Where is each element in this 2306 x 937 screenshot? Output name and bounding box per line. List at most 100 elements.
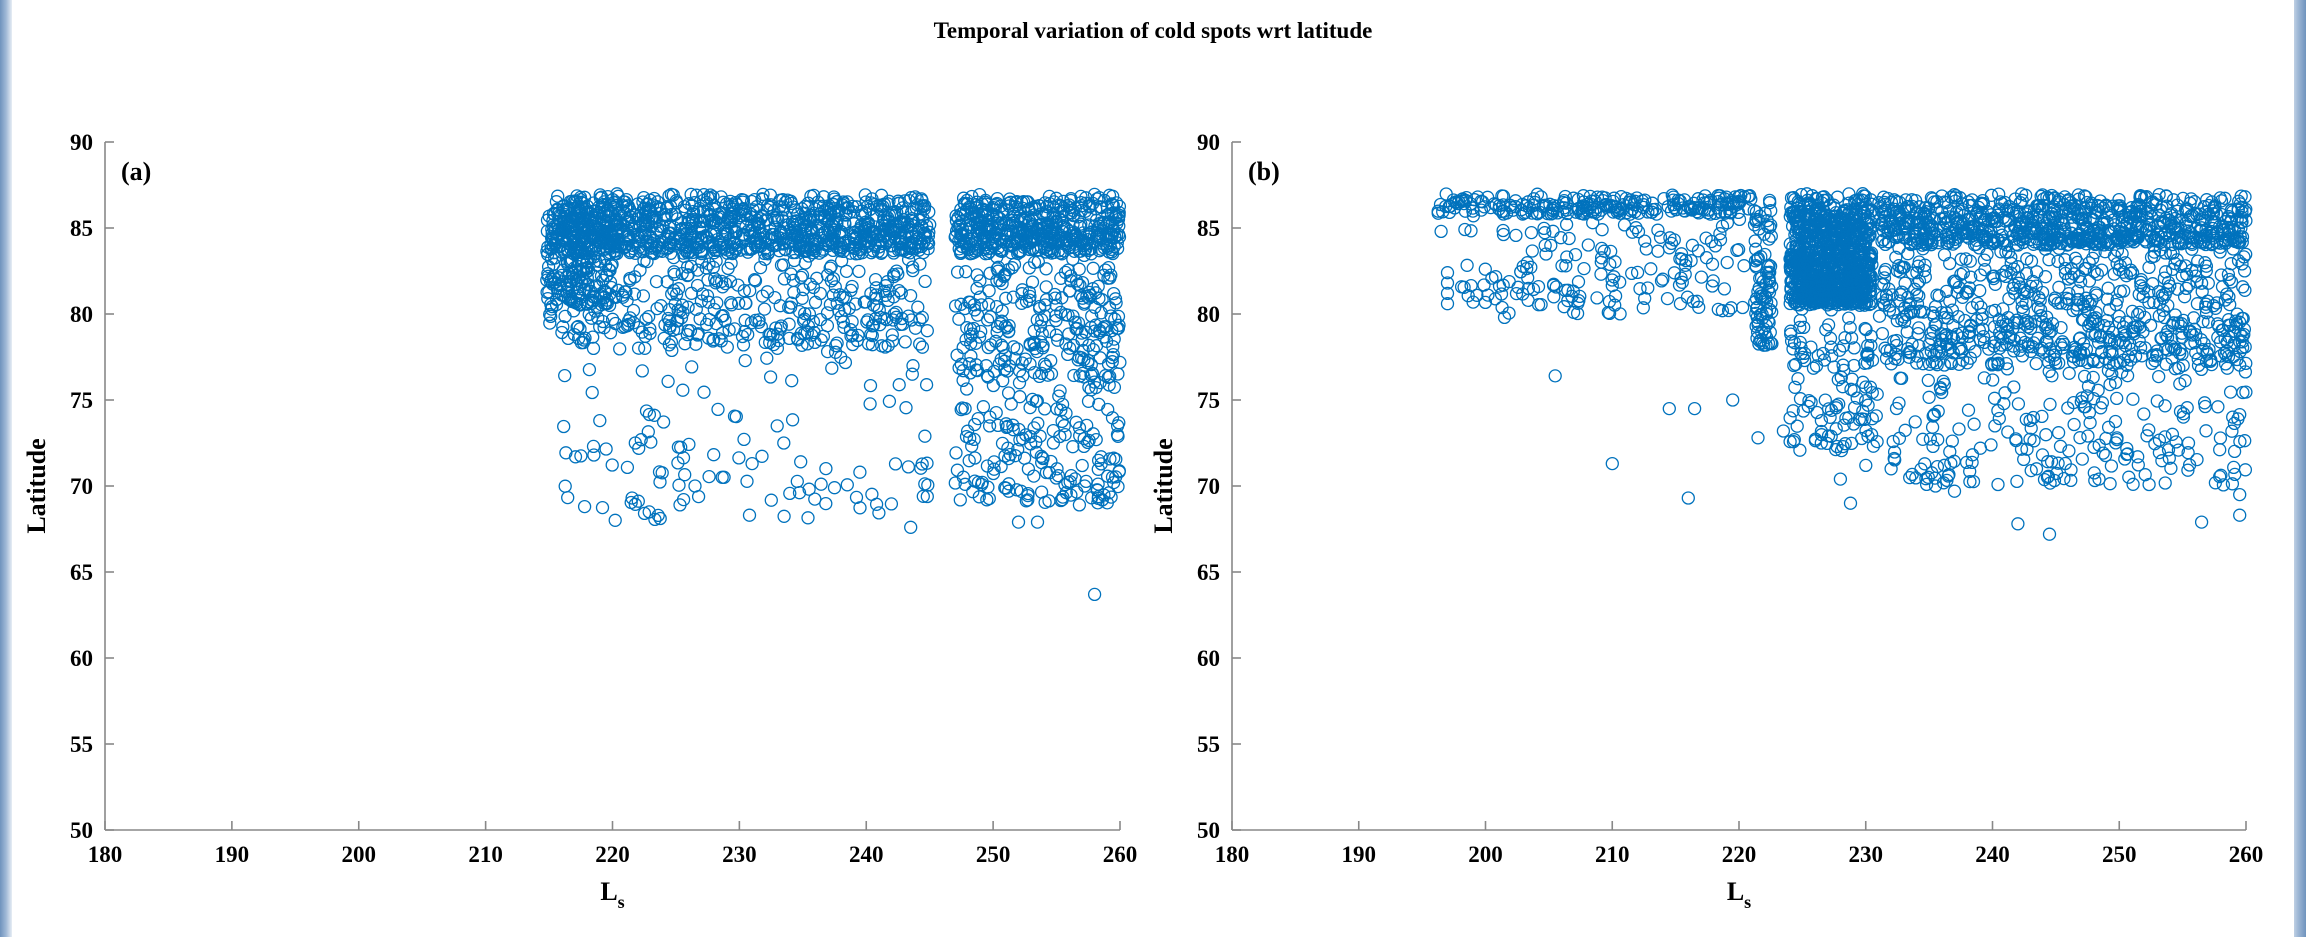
data-point: [1458, 222, 1472, 237]
data-point: [1838, 204, 1852, 218]
data-point: [1063, 341, 1077, 355]
data-point: [2206, 207, 2221, 221]
data-point: [1112, 219, 1126, 233]
data-point: [1811, 254, 1825, 268]
data-point: [1089, 380, 1103, 395]
data-point: [1832, 397, 1846, 411]
data-point: [997, 354, 1012, 368]
data-point: [1605, 278, 1619, 293]
x-tick-label: 200: [342, 842, 377, 867]
data-point: [649, 274, 664, 289]
scatter-panel-b: 180 190 200 210 220 230 240 250 2605055606570758…: [1149, 130, 2263, 912]
data-point: [1111, 479, 1125, 494]
data-point: [1018, 352, 1032, 366]
data-point: [2239, 214, 2253, 228]
data-point: [1058, 308, 1073, 322]
data-point: [1607, 270, 1621, 284]
data-point: [1105, 198, 1119, 212]
data-point: [844, 329, 858, 343]
data-point: [1010, 235, 1024, 249]
data-point: [755, 449, 769, 463]
data-point: [1830, 439, 1844, 454]
data-point: [767, 204, 781, 218]
data-point: [1023, 400, 1037, 415]
data-point: [653, 475, 667, 489]
data-point: [906, 359, 920, 373]
data-point: [558, 479, 572, 493]
data-point: [849, 490, 864, 505]
data-point: [1041, 368, 1055, 382]
data-point: [1110, 427, 1125, 442]
data-point: [1051, 333, 1065, 347]
data-point: [810, 237, 825, 252]
data-point: [1672, 278, 1687, 292]
data-point: [1784, 275, 1799, 290]
data-point: [1530, 187, 1545, 201]
data-point: [999, 481, 1013, 495]
data-point: [622, 314, 636, 328]
data-point: [1713, 227, 1727, 241]
data-point: [1724, 206, 1738, 220]
data-point: [1965, 193, 1979, 207]
data-point: [983, 266, 997, 280]
data-point: [1571, 202, 1585, 216]
data-point: [867, 197, 881, 212]
data-point: [1833, 277, 1847, 291]
data-point: [656, 415, 671, 429]
data-point: [1022, 285, 1037, 300]
data-point: [1794, 341, 1808, 355]
data-point: [651, 508, 665, 523]
data-point: [1003, 192, 1017, 206]
data-point: [1829, 422, 1843, 436]
data-point: [763, 370, 778, 384]
data-point: [1086, 261, 1100, 275]
data-point: [1537, 221, 1551, 236]
data-point: [1031, 416, 1045, 430]
data-point: [608, 236, 622, 250]
data-point: [960, 382, 974, 396]
data-point: [680, 327, 694, 342]
data-point: [2208, 215, 2222, 229]
data-point: [1712, 191, 1726, 205]
data-point: [2238, 204, 2252, 219]
data-point: [1679, 253, 1693, 268]
data-point: [2187, 195, 2202, 209]
data-point: [706, 190, 720, 204]
data-point: [1824, 224, 1838, 238]
data-point: [806, 280, 821, 295]
data-point: [915, 219, 929, 233]
data-point: [1784, 334, 1799, 348]
data-point: [904, 213, 918, 227]
data-point: [1984, 224, 1998, 238]
data-point: [1838, 437, 1852, 451]
data-point: [661, 311, 675, 326]
data-point: [654, 299, 668, 313]
data-point: [1058, 427, 1072, 442]
data-point: [1760, 213, 1774, 228]
data-point: [1091, 462, 1105, 476]
data-point: [801, 511, 815, 525]
data-point: [882, 394, 897, 408]
data-point: [547, 221, 561, 236]
data-point: [568, 237, 583, 252]
data-point: [1089, 286, 1103, 300]
data-point: [1836, 380, 1850, 394]
data-point: [742, 508, 757, 522]
data-point: [1625, 225, 1640, 239]
data-point: [2021, 205, 2036, 219]
data-point: [1547, 277, 1561, 291]
data-point: [972, 490, 986, 504]
data-point: [920, 324, 934, 338]
data-point: [785, 226, 799, 240]
x-axis-subscript: s: [618, 892, 625, 912]
data-point: [1730, 243, 1744, 258]
data-point: [1814, 436, 1828, 450]
data-point: [825, 361, 839, 375]
data-point: [1820, 436, 1834, 451]
data-point: [1926, 324, 1940, 338]
data-point: [619, 200, 633, 214]
data-point: [1830, 283, 1844, 297]
data-point: [548, 275, 562, 290]
data-point: [1713, 205, 1727, 219]
data-point: [1072, 421, 1087, 435]
